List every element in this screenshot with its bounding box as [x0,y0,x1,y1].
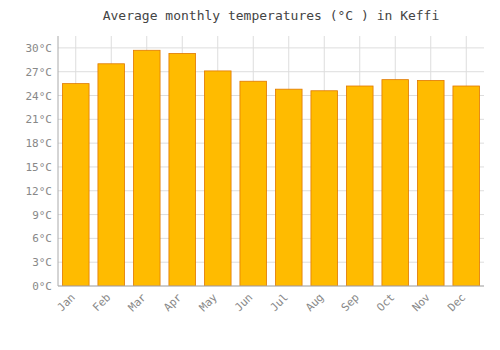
bar [453,86,480,286]
y-grid-line [58,47,484,48]
bar [417,80,444,286]
x-axis-line [58,286,484,287]
y-tick-label: 0°C [32,280,52,293]
y-tick-label: 12°C [26,185,53,198]
chart-svg: Average monthly temperatures (°C ) in Ke… [0,0,500,350]
x-tick-label: Feb [90,291,113,314]
x-tick-label: Oct [374,291,397,314]
y-grid-line [58,286,484,287]
x-tick-label: Nov [410,291,434,315]
y-tick-label: 24°C [26,90,53,103]
y-axis-line [58,36,59,286]
x-tick-label: Dec [445,291,468,314]
y-tick-label: 21°C [26,113,53,126]
x-tick-label: Sep [339,291,362,314]
bar [133,50,160,286]
x-tick-label: Apr [161,291,185,315]
bar [382,80,409,286]
x-tick-label: Jun [232,291,255,314]
y-tick-label: 18°C [26,137,53,150]
x-tick-label: Jul [268,291,291,314]
bar [275,89,302,286]
chart-container: Average monthly temperatures (°C ) in Ke… [0,0,500,350]
chart-title: Average monthly temperatures (°C ) in Ke… [103,8,440,23]
y-tick-label: 9°C [32,209,52,222]
grid [58,36,484,286]
bar [169,53,196,286]
y-tick-label: 6°C [32,232,52,245]
y-tick-label: 3°C [32,256,52,269]
y-tick-label: 30°C [26,42,53,55]
bar [240,81,267,286]
bar [204,71,231,286]
bar [98,64,125,286]
y-tick-label: 15°C [26,161,53,174]
bar [62,84,89,286]
bar [346,86,373,286]
x-tick-label: Mar [126,291,150,315]
x-tick-label: May [197,291,221,315]
x-tick-label: Jan [55,291,78,314]
x-tick-label: Aug [303,291,326,314]
bars [62,50,479,286]
bar [311,91,338,286]
y-tick-label: 27°C [26,66,53,79]
